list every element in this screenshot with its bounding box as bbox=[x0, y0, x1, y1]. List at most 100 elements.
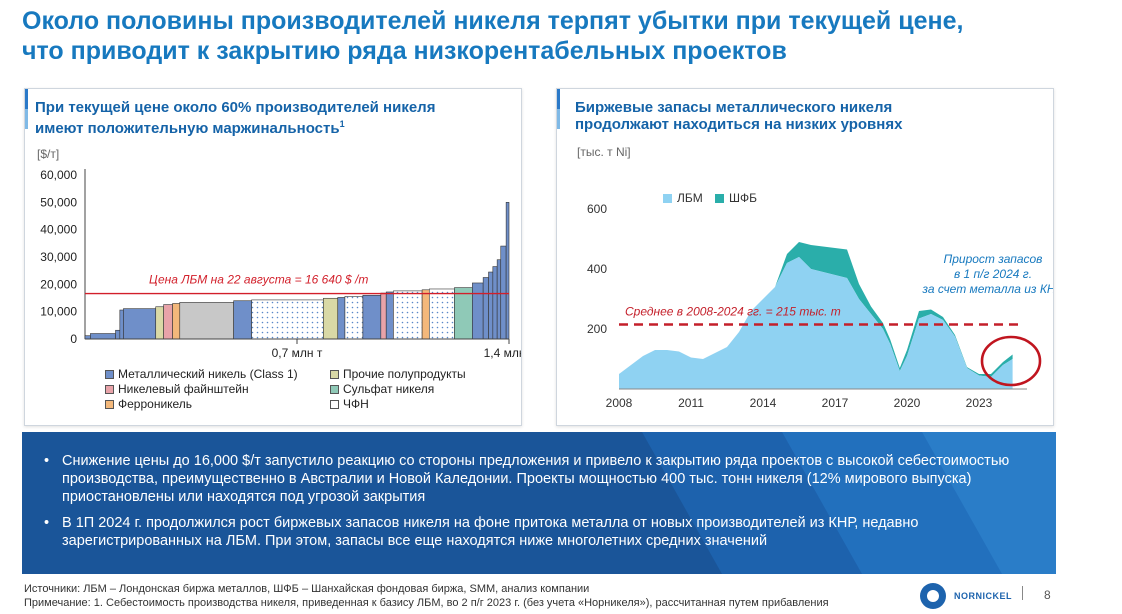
key-points-list: Снижение цены до 16,000 $/т запустило ре… bbox=[38, 452, 1038, 558]
cost-bar bbox=[488, 271, 494, 340]
page-number: 8 bbox=[1044, 588, 1051, 602]
cost-bar bbox=[337, 297, 346, 340]
annotation-text: Прирост запасов bbox=[944, 252, 1043, 266]
panel-accent-bar bbox=[25, 89, 28, 129]
cost-bar bbox=[323, 297, 339, 340]
legend-swatch bbox=[330, 399, 339, 409]
legend-item: ЧФН bbox=[330, 397, 369, 411]
logo-icon bbox=[920, 583, 946, 609]
cost-curve-title: При текущей цене около 60% производителе… bbox=[35, 99, 511, 137]
x-tick-label: 2017 bbox=[822, 396, 849, 410]
legend-swatch bbox=[330, 369, 339, 379]
x-tick-label: 2014 bbox=[750, 396, 777, 410]
legend-label: ЛБМ bbox=[677, 191, 703, 205]
cost-bar bbox=[454, 287, 473, 340]
legend-swatch bbox=[663, 194, 672, 203]
cost-bar bbox=[90, 333, 116, 340]
legend-item: Прочие полупродукты bbox=[330, 367, 466, 381]
slide-title-line1: Около половины производителей никеля тер… bbox=[22, 7, 964, 35]
note-text: Примечание: 1. Себестоимость производств… bbox=[24, 597, 829, 609]
stocks-title-line2: продолжают находиться на низких уровнях bbox=[575, 116, 903, 133]
y-tick-label: 50,000 bbox=[40, 195, 77, 209]
legend-swatch bbox=[330, 384, 339, 394]
stocks-title-line1: Биржевые запасы металлического никеля bbox=[575, 99, 893, 116]
cost-bar bbox=[482, 277, 489, 340]
cost-bar bbox=[385, 291, 394, 340]
cost-bar bbox=[115, 329, 121, 340]
cost-bar bbox=[472, 282, 484, 340]
price-reference-label: Цена ЛБМ на 22 августа = 16 640 $ /т bbox=[149, 273, 368, 287]
legend-label: Сульфат никеля bbox=[343, 382, 435, 396]
cost-bar bbox=[380, 292, 387, 340]
cost-bar bbox=[155, 306, 164, 340]
x-tick-label: 2008 bbox=[606, 396, 633, 410]
cost-bar bbox=[500, 245, 507, 340]
key-points-box: Снижение цены до 16,000 $/т запустило ре… bbox=[22, 432, 1056, 574]
x-tick-label: 0,7 млн т bbox=[272, 346, 323, 360]
slide-title-line2: что приводит к закрытию ряда низкорентаб… bbox=[22, 37, 787, 65]
legend-label: Металлический никель (Class 1) bbox=[118, 367, 298, 381]
key-point-item: В 1П 2024 г. продолжился рост биржевых з… bbox=[38, 514, 1038, 550]
cost-curve-panel: При текущей цене около 60% производителе… bbox=[24, 88, 522, 426]
cost-bar bbox=[172, 303, 181, 340]
cost-curve-title-line2: имеют положительную маржинальность1 bbox=[35, 116, 511, 137]
slide-title: Около половины производителей никеля тер… bbox=[22, 6, 1112, 66]
y-tick-label: 0 bbox=[70, 332, 77, 346]
panel-accent-bar bbox=[557, 89, 560, 129]
cost-bar bbox=[492, 266, 498, 340]
legend-item: Никелевый файнштейн bbox=[105, 382, 249, 396]
x-tick-label: 2011 bbox=[678, 396, 704, 410]
cost-bar bbox=[428, 288, 455, 340]
key-point-item: Снижение цены до 16,000 $/т запустило ре… bbox=[38, 452, 1038, 506]
cost-bar bbox=[393, 290, 423, 340]
shfe-area bbox=[619, 242, 1013, 377]
y-tick-label: 30,000 bbox=[40, 250, 77, 264]
cost-curve-unit: [$/т] bbox=[37, 147, 60, 161]
cost-bar bbox=[421, 289, 430, 340]
cost-bar bbox=[505, 202, 510, 340]
legend-swatch bbox=[105, 384, 114, 394]
legend-label: Прочие полупродукты bbox=[343, 367, 466, 381]
average-reference-label: Среднее в 2008-2024 гг. = 215 тыс. т bbox=[625, 305, 841, 319]
legend-swatch bbox=[715, 194, 724, 203]
cost-bar bbox=[233, 300, 252, 340]
y-tick-label: 10,000 bbox=[40, 305, 77, 319]
y-tick-label: 20,000 bbox=[40, 277, 77, 291]
cost-curve-title-line2-text: имеют положительную маржинальность bbox=[35, 120, 340, 137]
annotation-text: за счет металла из КНР bbox=[921, 282, 1053, 296]
legend-label: Никелевый файнштейн bbox=[118, 382, 249, 396]
stocks-panel: Биржевые запасы металлического никеля пр… bbox=[556, 88, 1054, 426]
legend-item: Ферроникель bbox=[105, 397, 192, 411]
legend-item: Металлический никель (Class 1) bbox=[105, 367, 298, 381]
stocks-title: Биржевые запасы металлического никеля пр… bbox=[575, 99, 1051, 133]
cost-bar bbox=[119, 309, 124, 340]
legend-label: Ферроникель bbox=[118, 397, 193, 411]
legend-swatch bbox=[105, 399, 114, 409]
legend-label: ЧФН bbox=[343, 397, 369, 411]
legend-swatch bbox=[105, 369, 114, 379]
cost-bar bbox=[123, 308, 157, 340]
y-tick-label: 40,000 bbox=[40, 223, 77, 237]
stocks-unit: [тыс. т Ni] bbox=[577, 145, 631, 159]
legend-label: ШФБ bbox=[729, 191, 757, 205]
footer-separator bbox=[1022, 586, 1023, 600]
cost-bar bbox=[362, 294, 382, 340]
x-tick-label: 2023 bbox=[966, 396, 993, 410]
highlight-circle bbox=[980, 335, 1042, 387]
lbm-area bbox=[619, 257, 1013, 389]
cost-bar bbox=[344, 296, 364, 340]
cost-bar bbox=[251, 299, 324, 340]
cost-curve-chart: 0 10,000 20,000 30,000 40,000 50,000 60,000 0,7… bbox=[40, 168, 521, 360]
footnote-marker: 1 bbox=[339, 119, 345, 129]
y-tick-label: 600 bbox=[587, 202, 607, 216]
cost-bar bbox=[496, 259, 502, 340]
cost-curve-title-line1: При текущей цене около 60% производителе… bbox=[35, 99, 436, 116]
legend-item: Сульфат никеля bbox=[330, 382, 434, 396]
annotation-text: в 1 п/г 2024 г. bbox=[954, 267, 1032, 281]
logo-text: NORNICKEL bbox=[954, 591, 1012, 601]
y-tick-label: 400 bbox=[587, 262, 607, 276]
y-tick-label: 60,000 bbox=[40, 168, 77, 182]
footnotes: Источники: ЛБМ – Лондонская биржа металл… bbox=[24, 582, 894, 610]
stocks-chart: 200 400 600 ЛБМ ШФБ 2008 2011 2014 2017 2020 2023 С… bbox=[587, 191, 1053, 410]
cost-bar bbox=[163, 304, 173, 340]
